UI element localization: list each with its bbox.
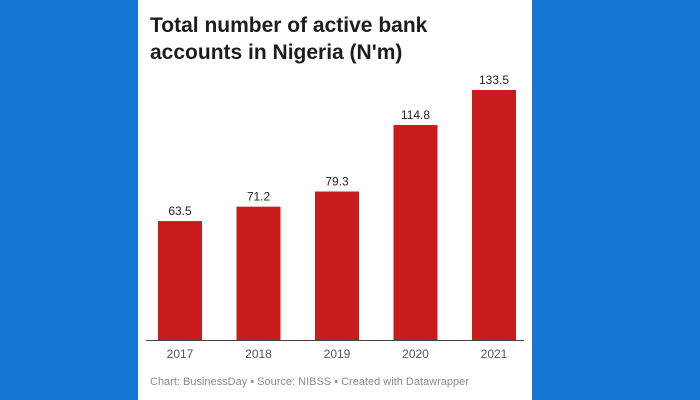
bar-2021 [472,90,516,340]
bar-2020 [393,125,438,340]
chart-title: Total number of active bank accounts in … [150,14,428,64]
chart-footer: Chart: BusinessDay • Source: NIBSS • Cre… [150,376,469,388]
x-tick-label-2020: 2020 [402,347,429,361]
value-label-2018: 71.2 [247,190,271,204]
bar-2019 [315,191,359,340]
x-tick-label-2017: 2017 [167,347,194,361]
bar-chart: 63.5 2017 71.2 2018 79.3 2019 114.8 2020 133.5 20… [146,73,524,361]
x-tick-label-2021: 2021 [481,347,508,361]
x-tick-label-2018: 2018 [245,347,272,361]
value-label-2017: 63.5 [168,204,192,218]
bar-2018 [236,206,281,340]
value-label-2021: 133.5 [479,73,509,87]
bar-2017 [158,221,202,340]
value-label-2020: 114.8 [401,108,430,122]
x-tick-label-2019: 2019 [324,347,351,361]
chart-card: Total number of active bank accounts in … [138,0,532,400]
value-label-2019: 79.3 [325,174,349,188]
